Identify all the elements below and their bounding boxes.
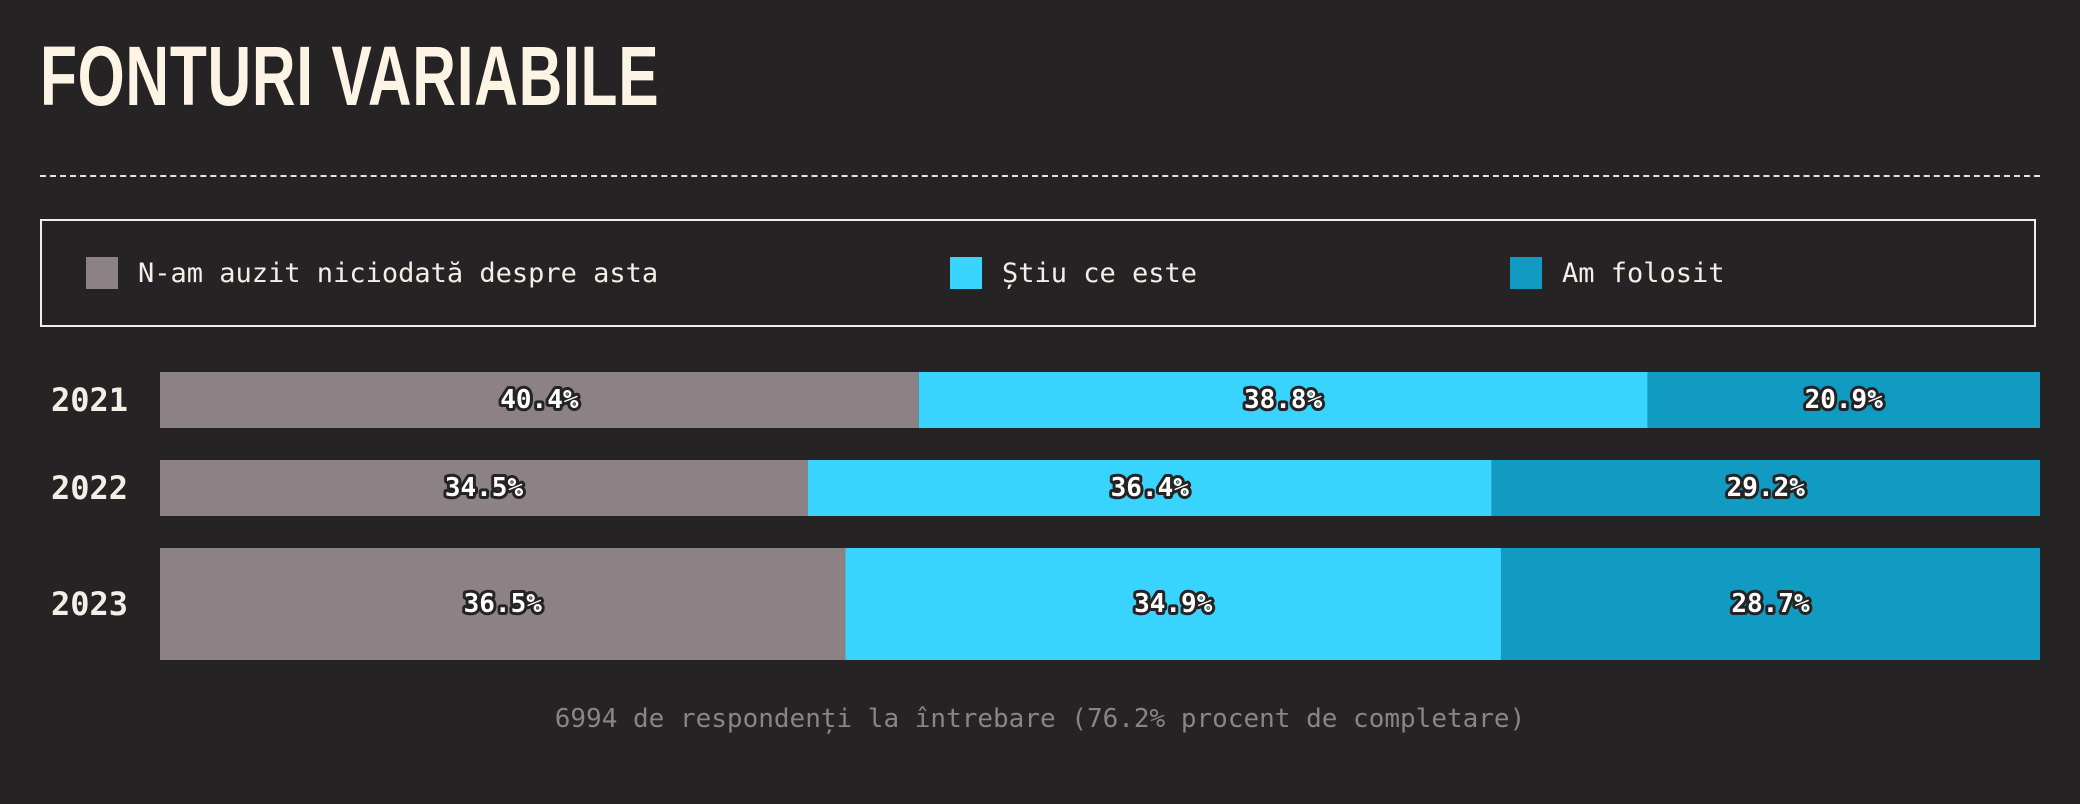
chart-title: FONTURI VARIABILE: [40, 29, 660, 123]
bar-2022-used[interactable]: [1491, 460, 2040, 516]
legend-label-used: Am folosit: [1562, 257, 1725, 289]
bar-2021-used[interactable]: [1647, 372, 2040, 428]
legend-label-never-heard: N-am auzit niciodată despre asta: [138, 257, 659, 289]
data-label-2023-used: 28.7%: [1731, 589, 1810, 619]
data-label-2022-never-heard: 34.5%: [445, 473, 524, 503]
legend-swatch-never-heard: [86, 257, 118, 289]
data-label-2021-used: 20.9%: [1805, 385, 1884, 415]
y-axis-label-2022: 2022: [51, 469, 128, 507]
chart-legend: N-am auzit niciodată despre asta Știu ce…: [40, 219, 2036, 327]
bar-2023-know-what-it-is[interactable]: [845, 548, 1501, 660]
respondents-footnote: 6994 de respondenți la întrebare (76.2% …: [554, 704, 1526, 734]
legend-label-know-what-it-is: Știu ce este: [1002, 257, 1198, 289]
bar-2022-never-heard[interactable]: [160, 460, 808, 516]
bar-2023-never-heard[interactable]: [160, 548, 846, 660]
legend-item-know-what-it-is[interactable]: Știu ce este: [950, 221, 1197, 325]
data-label-2023-never-heard: 36.5%: [464, 589, 543, 619]
bar-2021-know-what-it-is[interactable]: [918, 372, 1648, 428]
y-axis-label-2021: 2021: [51, 381, 128, 419]
data-label-2022-know-what-it-is: 36.4%: [1111, 473, 1190, 503]
legend-swatch-know-what-it-is: [950, 257, 982, 289]
dashed-divider: [40, 175, 2040, 177]
y-axis-label-2023: 2023: [51, 585, 128, 623]
bar-2021-never-heard[interactable]: [160, 372, 919, 428]
legend-swatch-used: [1510, 257, 1542, 289]
data-label-2021-never-heard: 40.4%: [500, 385, 579, 415]
data-label-2023-know-what-it-is: 34.9%: [1134, 589, 1213, 619]
data-label-2022-used: 29.2%: [1727, 473, 1806, 503]
bar-2023-used[interactable]: [1500, 548, 2040, 660]
data-label-2021-know-what-it-is: 38.8%: [1244, 385, 1323, 415]
legend-item-used[interactable]: Am folosit: [1510, 221, 1725, 325]
legend-item-never-heard[interactable]: N-am auzit niciodată despre asta: [86, 221, 658, 325]
bar-2022-know-what-it-is[interactable]: [807, 460, 1492, 516]
